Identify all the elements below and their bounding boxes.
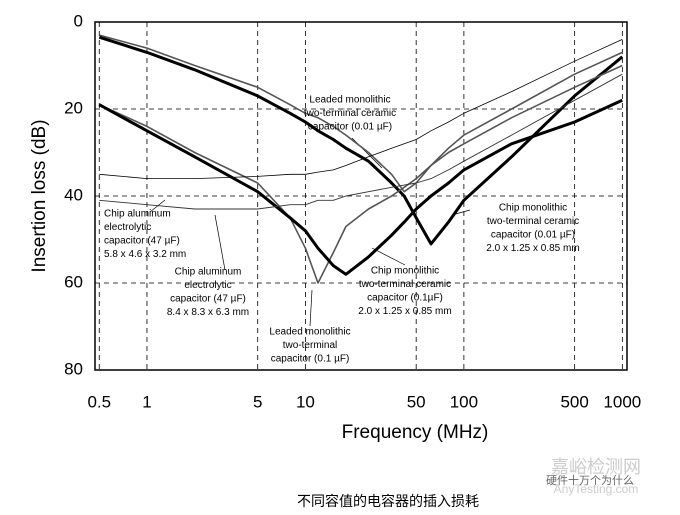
annotation: capacitor (47 µF)	[170, 294, 246, 305]
series-line	[98, 35, 624, 246]
x-tick-label: 10	[296, 392, 315, 411]
annotation: capacitor (0.1µF)	[367, 293, 443, 304]
annotation: capacitor (47 µF)	[104, 236, 180, 247]
caption: 不同容值的电容器的插入损耗	[297, 493, 479, 510]
annotation: Chip monolithic	[499, 203, 567, 214]
annotation: two-terminal	[283, 340, 337, 351]
x-tick-label: 0.5	[87, 392, 111, 411]
annotation: two-terminal ceramic	[304, 108, 396, 119]
annotation: capacitor (0.01 µF)	[491, 230, 575, 241]
annotation: electrolytic	[104, 222, 151, 233]
y-tick-label: 60	[64, 272, 83, 291]
x-tick-label: 5	[253, 392, 262, 411]
watermark: 嘉峪检测网	[551, 457, 641, 477]
series-line	[99, 73, 623, 210]
annotation: Leaded monolithic	[269, 327, 350, 338]
y-tick-label: 40	[64, 185, 83, 204]
annotation: capacitor (0.01 µF)	[308, 122, 392, 133]
annotation: Chip aluminum	[175, 267, 242, 278]
y-tick-label: 20	[64, 98, 83, 117]
y-axis-label: Insertion loss (dB)	[29, 119, 50, 272]
x-axis-label: Frequency (MHz)	[342, 422, 489, 443]
annotation: Chip aluminum	[104, 209, 171, 220]
series-line	[99, 34, 623, 193]
watermark: 硬件十万个为什么	[546, 473, 634, 487]
y-tick-label: 80	[64, 359, 83, 378]
annotation: electrolytic	[184, 280, 231, 291]
x-tick-label: 100	[450, 392, 478, 411]
series-line	[98, 64, 623, 284]
series-line	[99, 39, 623, 179]
annotation: two-terminal ceramic	[359, 279, 451, 290]
annotation: Chip monolithic	[371, 266, 439, 277]
x-tick-label: 1	[142, 392, 151, 411]
watermark: AnyTesting.com	[554, 482, 639, 496]
annotation: 5.8 x 4.6 x 3.2 mm	[104, 249, 186, 260]
annotation: Leaded monolithic	[309, 95, 390, 106]
annotation: capacitor (0.1 µF)	[271, 354, 350, 365]
series-line	[98, 98, 623, 276]
annotation: 8.4 x 8.3 x 6.3 mm	[167, 307, 249, 318]
y-tick-label: 0	[74, 11, 83, 30]
annotation: 2.0 x 1.25 x 0.85 mm	[358, 306, 451, 317]
annotation: 2.0 x 1.25 x 0.85 mm	[486, 243, 579, 254]
x-tick-label: 50	[407, 392, 426, 411]
x-tick-label: 1000	[603, 392, 641, 411]
annotation: two-terminal ceramic	[487, 216, 579, 227]
x-tick-label: 500	[560, 392, 588, 411]
